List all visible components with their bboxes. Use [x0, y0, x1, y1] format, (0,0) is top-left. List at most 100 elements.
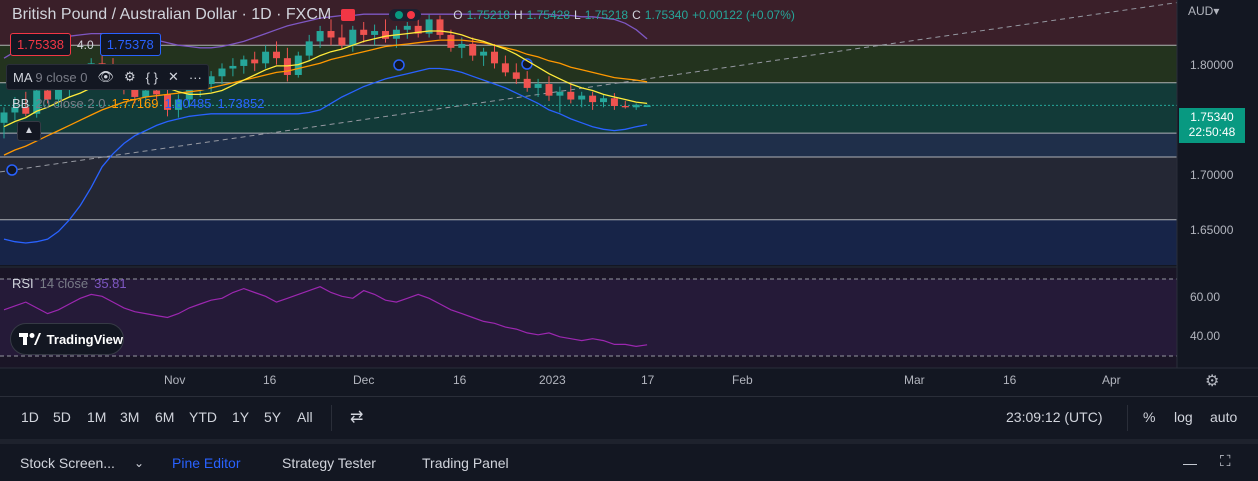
close-value: 1.75340: [644, 8, 689, 22]
date-range-calendar-icon[interactable]: ⇄: [350, 409, 364, 426]
candle-body: [240, 59, 248, 66]
candle-body: [174, 99, 182, 110]
candle-body: [534, 84, 542, 88]
candle-body: [207, 76, 215, 85]
high-value: 1.75428: [526, 8, 571, 22]
candle-body: [44, 90, 52, 100]
source-code-icon[interactable]: { }: [145, 69, 158, 85]
candle-body: [621, 106, 629, 108]
rsi-axis-label: 40.00: [1190, 329, 1221, 343]
bb-name: BB: [12, 96, 30, 111]
candle-body: [11, 107, 19, 113]
price-zone: [0, 0, 1177, 46]
tab-strategy-tester[interactable]: Strategy Tester: [282, 455, 376, 471]
timeframe-toolbar: 1D 5D 1M 3M 6M YTD 1Y 5Y All ⇄ 23:09:12 …: [0, 396, 1258, 439]
range-all-button[interactable]: All: [297, 409, 313, 425]
ohlc-values: O 1.75218 H 1.75428 L 1.75218 C 1.75340 +0.0…: [453, 8, 795, 22]
tab-pine-editor[interactable]: Pine Editor: [172, 455, 241, 471]
bb-indicator-legend[interactable]: BB 20 close 2 0 1.77169 1.80485 1.73852: [12, 96, 264, 111]
tradingview-logo[interactable]: TradingView: [10, 323, 124, 355]
toolbar-divider: [331, 405, 332, 431]
time-label: 16: [1003, 373, 1017, 387]
time-label: Dec: [353, 373, 375, 387]
range-1d-button[interactable]: 1D: [21, 409, 39, 425]
bb-basis-value: 1.77169: [111, 96, 159, 111]
chart-area[interactable]: British Pound / Australian Dollar · 1D ·…: [0, 0, 1258, 396]
rsi-name: RSI: [12, 276, 34, 291]
price-zone: [0, 133, 1177, 158]
trend-line: [0, 2, 1178, 173]
range-1y-button[interactable]: 1Y: [232, 409, 250, 425]
candle-body: [262, 51, 270, 64]
price-label: 1.80000: [1190, 58, 1234, 72]
buy-button[interactable]: 1.75378: [99, 33, 161, 56]
candle-body: [458, 43, 466, 48]
candle-body: [545, 84, 553, 96]
minimize-panel-icon[interactable]: —: [1183, 455, 1197, 471]
range-5y-button[interactable]: 5Y: [264, 409, 282, 425]
candle-body: [469, 43, 477, 56]
price-chart[interactable]: [0, 0, 1258, 396]
gear-icon[interactable]: ⚙: [123, 69, 136, 84]
range-6m-button[interactable]: 6M: [155, 409, 175, 425]
ma-indicator-legend[interactable]: MA 9 close 0 👁 ⚙ { } ✕ ···: [6, 64, 209, 90]
candle-body: [643, 105, 651, 108]
tv-logo-icon: [19, 333, 41, 345]
change-value: +0.00122 (+0.07%): [692, 8, 795, 22]
time-label: 16: [263, 373, 277, 387]
high-label: H: [513, 8, 523, 22]
rsi-band: [0, 279, 1177, 356]
candle-body: [523, 78, 531, 88]
candle-body: [360, 29, 368, 35]
time-label: 16: [453, 373, 467, 387]
bb-basis-line: [3, 39, 648, 156]
tab-trading-panel[interactable]: Trading Panel: [422, 455, 509, 471]
collapse-legend-button[interactable]: ▲: [17, 121, 41, 141]
candle-body: [371, 31, 379, 35]
candle-body: [218, 68, 226, 77]
candle-body: [153, 90, 161, 95]
sell-button[interactable]: 1.75338: [10, 33, 71, 56]
eye-icon[interactable]: 👁: [97, 69, 114, 84]
time-label: Nov: [164, 373, 186, 387]
bar-countdown: 22:50:48: [1188, 125, 1236, 139]
candle-body: [305, 41, 313, 56]
time-label: Mar: [904, 373, 925, 387]
last-price-tag: 1.75340 22:50:48: [1179, 108, 1245, 143]
symbol-title[interactable]: British Pound / Australian Dollar · 1D ·…: [12, 6, 332, 23]
more-icon[interactable]: ···: [188, 69, 202, 85]
bb-lower-line: [3, 67, 648, 244]
trade-buttons: 1.75338 4.0 1.75378: [10, 33, 161, 56]
chart-settings-gear-icon[interactable]: ⚙: [1205, 373, 1220, 390]
candle-body: [273, 51, 280, 59]
maximize-panel-icon[interactable]: ⛶: [1220, 453, 1231, 470]
percent-scale-toggle[interactable]: %: [1143, 409, 1156, 425]
close-icon[interactable]: ✕: [167, 69, 179, 84]
range-1m-button[interactable]: 1M: [87, 409, 107, 425]
log-scale-toggle[interactable]: log: [1174, 409, 1193, 425]
ma-name: MA 9 close 0: [13, 69, 88, 85]
utc-clock[interactable]: 23:09:12 (UTC): [1006, 409, 1103, 425]
drawing-anchor-point: [6, 164, 18, 176]
open-value: 1.75218: [466, 8, 510, 22]
time-label: Feb: [732, 373, 753, 387]
range-ytd-button[interactable]: YTD: [189, 409, 217, 425]
currency-label[interactable]: AUD▾: [1188, 4, 1220, 18]
alert-toggle[interactable]: [389, 9, 422, 21]
time-label: 2023: [539, 373, 566, 387]
candle-body: [283, 58, 291, 75]
candle-body: [556, 91, 564, 96]
rsi-value: 35.81: [94, 276, 127, 291]
range-3m-button[interactable]: 3M: [120, 409, 140, 425]
last-price: 1.75340: [1190, 110, 1234, 124]
chevron-down-icon[interactable]: ⌄: [134, 456, 145, 470]
range-5d-button[interactable]: 5D: [53, 409, 71, 425]
candle-body: [512, 72, 520, 79]
tab-stock-screener[interactable]: Stock Screen...: [20, 455, 115, 471]
logo-text: TradingView: [46, 331, 123, 347]
auto-scale-toggle[interactable]: auto: [1210, 409, 1238, 425]
candle-body: [414, 25, 422, 34]
price-label: 1.65000: [1190, 223, 1234, 237]
price-zone: [0, 219, 1177, 265]
rsi-indicator-legend[interactable]: RSI 14 close 35.81: [12, 276, 127, 291]
